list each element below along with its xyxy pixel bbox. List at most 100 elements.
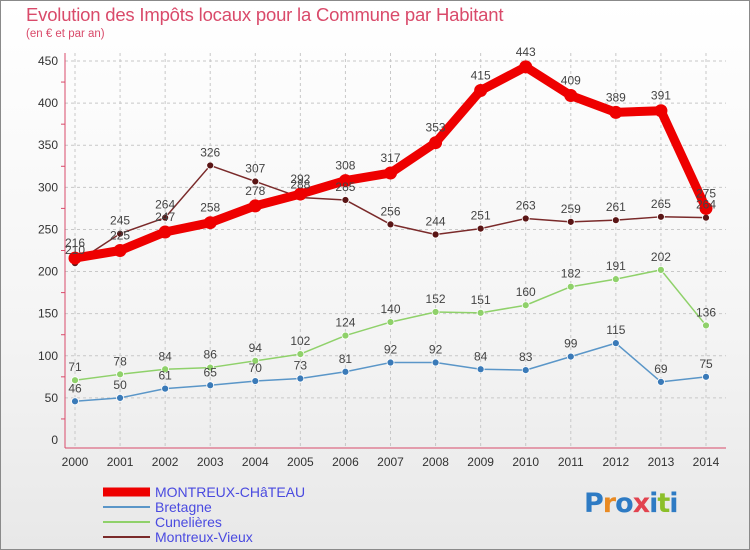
- data-point-cuneli-res: [386, 318, 395, 326]
- data-point-bretagne: [476, 365, 485, 374]
- data-label: 92: [384, 343, 398, 357]
- data-label: 265: [651, 197, 671, 211]
- data-label: 99: [564, 337, 578, 351]
- legend-label: Montreux-Vieux: [155, 529, 253, 545]
- y-tick-label: 0: [51, 433, 58, 447]
- data-label: 83: [519, 350, 533, 364]
- data-label: 275: [696, 186, 716, 200]
- data-label: 292: [290, 172, 310, 186]
- data-point-montreux-vieux: [116, 229, 124, 238]
- data-label: 251: [471, 209, 491, 223]
- data-label: 78: [113, 354, 127, 368]
- y-tick-label: 350: [38, 138, 58, 152]
- data-label: 415: [471, 68, 491, 82]
- data-labels: 210 245 264 326 307 288 285 256 244 251 263 259 261 2…: [65, 45, 716, 395]
- series-group: [68, 60, 713, 406]
- data-label: 136: [696, 305, 716, 319]
- x-axis-ticks: 2000 2001 2002 2003 2004 2005 2006 2007 2008 2009…: [62, 455, 720, 469]
- data-label: 151: [471, 293, 491, 307]
- y-axis-ticks: 0 50 100 150 200 250 300 350 400 450: [38, 54, 65, 447]
- chart-title: Evolution des Impôts locaux pour la Comm…: [26, 4, 504, 25]
- logo-letter: t: [657, 488, 670, 519]
- data-point-bretagne: [521, 366, 530, 374]
- data-label: 86: [204, 348, 218, 362]
- data-point-montreux-vieux: [702, 213, 710, 222]
- data-point-bretagne: [116, 393, 124, 402]
- chart-subtitle: (en € et par an): [26, 28, 105, 40]
- data-label: 258: [200, 201, 220, 215]
- data-point-montreux-vieux: [566, 217, 575, 226]
- data-label: 61: [158, 369, 172, 383]
- data-label: 288: [290, 177, 310, 191]
- data-label: 65: [204, 365, 218, 379]
- data-point-montreux-ch-teau: [474, 83, 488, 97]
- logo-letter: o: [615, 488, 634, 519]
- data-label: 84: [158, 349, 172, 363]
- data-point-bretagne: [251, 377, 260, 385]
- x-tick-label: 2012: [603, 455, 630, 469]
- grid-lines: [65, 53, 726, 448]
- data-point-cuneli-res: [702, 321, 710, 330]
- data-label: 71: [68, 360, 82, 374]
- y-tick-label: 200: [38, 265, 58, 279]
- data-label: 307: [245, 161, 265, 175]
- data-label: 124: [335, 316, 355, 330]
- data-label: 216: [65, 236, 85, 250]
- data-label: 264: [155, 198, 175, 212]
- data-label: 94: [249, 341, 263, 355]
- data-point-bretagne: [341, 367, 350, 376]
- y-tick-label: 300: [38, 180, 58, 194]
- data-label: 247: [155, 210, 175, 224]
- y-tick-label: 450: [38, 54, 58, 68]
- y-tick-label: 150: [38, 307, 58, 321]
- legend: MONTREUX-CHâTEAUBretagneCunelièresMontre…: [103, 484, 305, 545]
- data-point-montreux-vieux: [206, 161, 215, 170]
- data-label: 84: [474, 349, 488, 363]
- data-label: 389: [606, 90, 626, 104]
- data-point-cuneli-res: [161, 365, 170, 374]
- data-label: 115: [606, 323, 625, 337]
- legend-label: MONTREUX-CHâTEAU: [155, 484, 305, 500]
- data-label: 81: [339, 352, 353, 366]
- data-label: 391: [651, 89, 671, 103]
- data-point-montreux-vieux: [251, 177, 260, 186]
- data-point-montreux-ch-teau: [293, 187, 307, 201]
- data-point-montreux-vieux: [476, 224, 485, 233]
- logo-letter: x: [632, 488, 650, 519]
- data-label: 140: [380, 302, 400, 316]
- data-label: 264: [696, 198, 716, 212]
- x-tick-label: 2003: [197, 455, 224, 469]
- data-point-montreux-vieux: [431, 230, 440, 239]
- x-tick-label: 2009: [467, 455, 494, 469]
- data-point-bretagne: [611, 339, 620, 348]
- data-label: 443: [516, 45, 536, 59]
- x-tick-label: 2011: [558, 455, 584, 469]
- data-label: 409: [561, 74, 581, 88]
- data-label: 182: [561, 267, 581, 281]
- data-point-montreux-vieux: [386, 220, 395, 229]
- data-point-bretagne: [431, 358, 440, 367]
- data-point-bretagne: [566, 352, 575, 361]
- logo-letter: i: [669, 488, 678, 519]
- data-label: 225: [110, 229, 130, 243]
- data-point-cuneli-res: [476, 308, 485, 317]
- data-point-montreux-vieux: [161, 213, 170, 222]
- data-point-montreux-vieux: [521, 214, 530, 223]
- data-point-montreux-ch-teau: [564, 89, 578, 103]
- data-point-montreux-ch-teau: [113, 244, 127, 257]
- x-tick-label: 2002: [152, 455, 179, 469]
- data-label: 152: [426, 292, 446, 306]
- data-label: 210: [65, 243, 85, 257]
- data-point-cuneli-res: [71, 376, 79, 385]
- data-label: 317: [380, 151, 400, 165]
- data-point-cuneli-res: [521, 301, 530, 310]
- data-label: 259: [561, 202, 581, 216]
- data-point-montreux-ch-teau: [158, 225, 172, 239]
- x-tick-label: 2006: [332, 455, 359, 469]
- data-point-montreux-ch-teau: [429, 136, 443, 150]
- data-point-bretagne: [71, 397, 79, 406]
- legend-label: Cunelières: [155, 514, 222, 530]
- data-point-bretagne: [296, 374, 305, 383]
- x-tick-label: 2000: [62, 455, 89, 469]
